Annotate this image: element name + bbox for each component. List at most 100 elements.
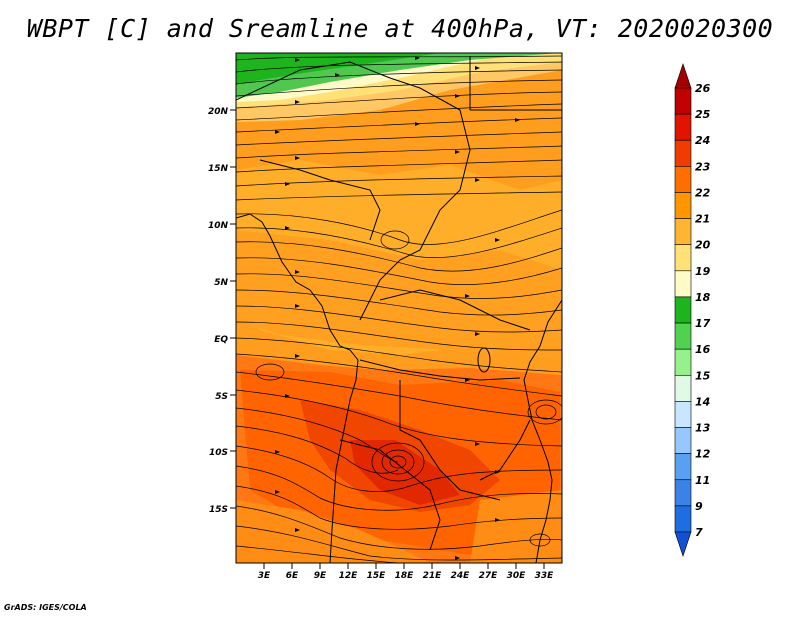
colorbar: 26 25 24 23 22 21 20 19 18 17 16 15 14 13 12 11 9 7: [674, 63, 711, 557]
streamline: [236, 273, 562, 299]
streamline: [236, 289, 562, 316]
colorbar-swatch: [674, 427, 692, 454]
colorbar-label: 16: [695, 343, 711, 356]
arrowhead: [295, 270, 300, 274]
colorbar-swatch: [674, 296, 692, 324]
lat-label: 10S: [209, 448, 228, 458]
streamline: [236, 61, 562, 73]
colorbar-label: 18: [695, 291, 711, 304]
colorbar-label: 13: [695, 422, 711, 435]
credit-text: GrADS: IGES/COLA: [4, 603, 87, 612]
arrowhead: [465, 294, 470, 298]
colorbar-label: 19: [695, 265, 711, 278]
colorbar-swatch: [674, 87, 692, 115]
arrowhead: [475, 66, 480, 70]
lon-label: 6E: [286, 571, 299, 581]
streamline: [236, 175, 562, 187]
colorbar-swatch: [674, 192, 692, 219]
colorbar-swatch: [674, 218, 692, 246]
streamline: [236, 525, 562, 561]
lat-label: 20N: [208, 107, 229, 117]
streamline: [236, 209, 562, 245]
border: [339, 439, 441, 551]
arrowhead: [455, 556, 460, 560]
vortex-ring: [381, 449, 415, 475]
border: [236, 61, 471, 321]
lon-label: 9E: [314, 571, 327, 581]
colorbar-label: 15: [695, 369, 711, 382]
border: [399, 380, 501, 501]
arrowhead: [475, 178, 480, 182]
colorbar-swatch: [674, 322, 692, 350]
arrowhead: [295, 354, 300, 358]
streamline: [236, 241, 562, 272]
streamline: [236, 407, 399, 463]
colorbar-swatch: [674, 348, 692, 376]
arrowhead: [515, 118, 520, 122]
lat-label: 10N: [208, 221, 229, 231]
colorbar-label: 7: [695, 526, 703, 539]
streamline: [236, 425, 399, 474]
lat-label: 5N: [214, 278, 228, 288]
lon-label: 30E: [507, 571, 527, 581]
field-band-22-south: [236, 500, 430, 563]
streamline: [236, 305, 562, 333]
colorbar-label: 11: [695, 474, 710, 487]
map-frame: [235, 52, 563, 564]
streamline: [236, 191, 562, 201]
lake-victoria: [477, 347, 491, 373]
arrowhead: [295, 304, 300, 308]
streamline: [236, 545, 401, 563]
colorbar-swatch: [674, 139, 692, 167]
border: [479, 419, 531, 481]
border: [379, 289, 531, 331]
chart-title: WBPT [C] and Sreamline at 400hPa, VT: 20…: [26, 14, 774, 43]
colorbar-swatch: [674, 374, 692, 402]
streamlines: [236, 55, 562, 563]
colorbar-swatch: [674, 401, 692, 428]
arrowhead: [335, 73, 340, 77]
colorbar-label: 9: [695, 500, 703, 513]
colorbar-swatch: [674, 479, 692, 507]
arrowhead: [475, 332, 480, 336]
streamline: [236, 465, 562, 511]
colorbar-label: 23: [695, 160, 711, 173]
streamline: [236, 79, 562, 97]
streamline: [236, 159, 562, 173]
streamline: [236, 321, 562, 351]
colorbar-label: 20: [695, 239, 711, 252]
colorbar-label: 21: [695, 213, 710, 226]
streamline: [236, 353, 562, 397]
streamline: [236, 91, 562, 109]
arrowhead: [295, 528, 300, 532]
streamline: [236, 505, 562, 550]
streamline: [236, 117, 562, 133]
streamline: [236, 55, 562, 61]
colorbar-swatch: [674, 166, 692, 193]
lon-label: 27E: [479, 571, 499, 581]
field-band-darkgreen: [236, 53, 440, 84]
colorbar-swatch: [674, 453, 692, 481]
arrowhead: [455, 150, 460, 154]
arrowhead: [285, 394, 290, 398]
arrowhead: [495, 470, 500, 474]
lon-label: 12E: [339, 571, 359, 581]
arrowhead: [285, 226, 290, 230]
colorbar-bottom-arrow: [674, 531, 692, 557]
streamline: [236, 69, 562, 85]
colorbar-swatch: [674, 244, 692, 272]
arrowhead: [285, 182, 290, 186]
lon-label: 33E: [535, 571, 555, 581]
lon-label: 18E: [395, 571, 415, 581]
streamline: [236, 445, 562, 492]
latitude-axis: 20N 15N 10N 5N EQ 5S 10S 15S: [208, 107, 236, 515]
streamline: [236, 485, 562, 530]
field-band-22-se: [470, 490, 562, 563]
arrowhead: [275, 490, 280, 494]
arrowhead: [415, 56, 420, 60]
arrowhead: [495, 518, 500, 522]
streamline: [236, 145, 562, 159]
colorbar-top-arrow: [674, 63, 692, 89]
coastlines-borders: [236, 56, 562, 563]
arrowhead: [295, 100, 300, 104]
